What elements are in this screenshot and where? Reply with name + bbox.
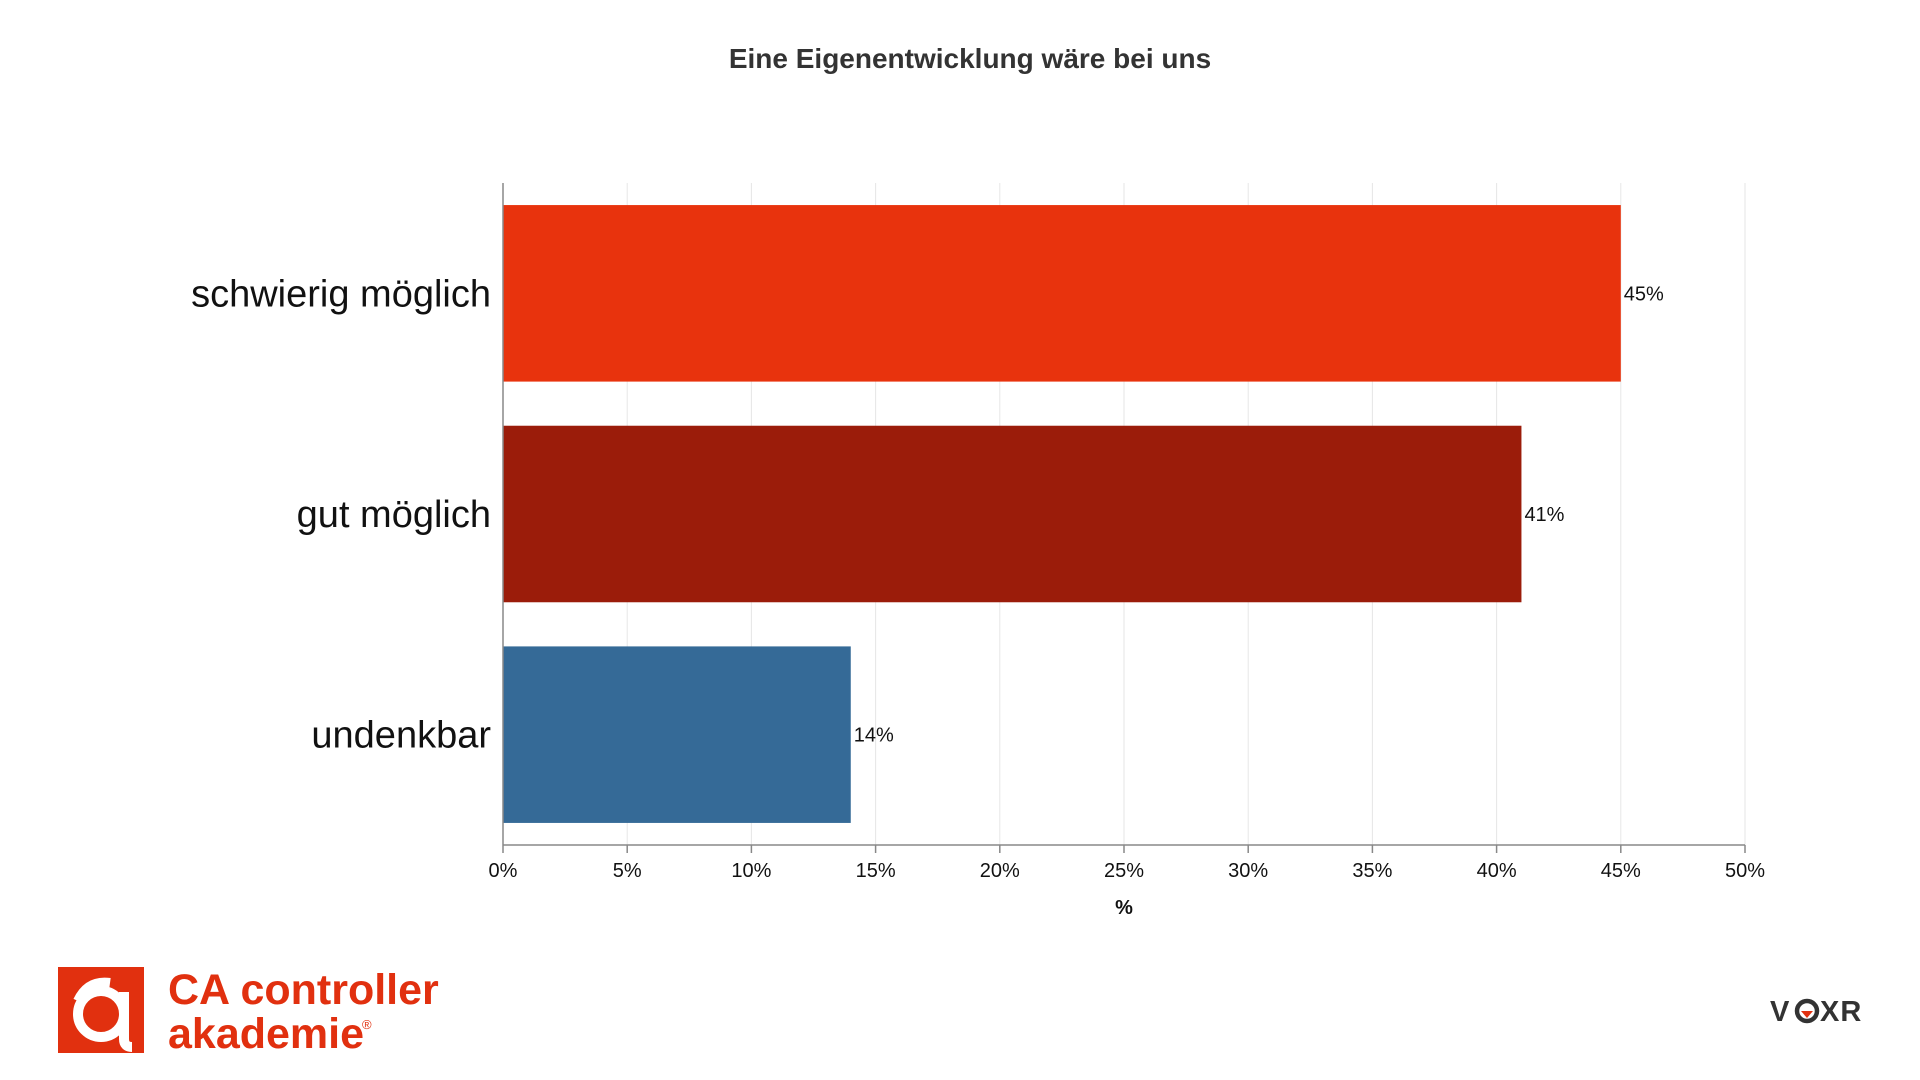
category-label: undenkbar [311,715,491,757]
logo-line-2: akademie [168,1010,364,1058]
x-tick-label: 15% [856,860,896,882]
x-tick-label: 35% [1352,860,1392,882]
x-tick-label: 50% [1725,860,1765,882]
ca-controller-akademie-logo: CA controller akademie ® [58,966,439,1058]
axis-layer [502,183,1746,853]
x-tick-label: 20% [980,860,1020,882]
data-label: 14% [854,725,894,747]
chart-title: Eine Eigenentwicklung wäre bei uns [729,43,1211,74]
x-axis-title: % [1115,897,1133,919]
category-label: gut möglich [297,494,491,536]
bar [503,646,851,823]
voxr-o-icon [1794,998,1820,1024]
data-label: 41% [1524,504,1564,526]
x-tick-label: 10% [731,860,771,882]
logo-line-1: CA controller [168,966,439,1014]
logo-registered-mark: ® [362,1017,372,1032]
category-label: schwierig möglich [191,273,491,315]
voxr-letters-xr: XR [1820,996,1862,1028]
voxr-logo: V XR [1770,996,1862,1028]
x-tick-label: 45% [1601,860,1641,882]
x-tick-label: 0% [489,860,518,882]
bar [503,425,1522,603]
x-tick-label: 25% [1104,860,1144,882]
voxr-letter-v: V [1770,996,1790,1028]
x-tick-label: 30% [1228,860,1268,882]
ca-controller-akademie-logo-icon [58,967,144,1053]
data-label: 45% [1624,283,1664,305]
bar-layer [503,205,1621,823]
x-tick-label: 40% [1477,860,1517,882]
bar [503,205,1621,382]
x-tick-label: 5% [613,860,642,882]
label-layer: 0% 5% 10% 15% 20% 25% 30% 35% 40% 45% 50% schwierig… [191,273,1765,882]
